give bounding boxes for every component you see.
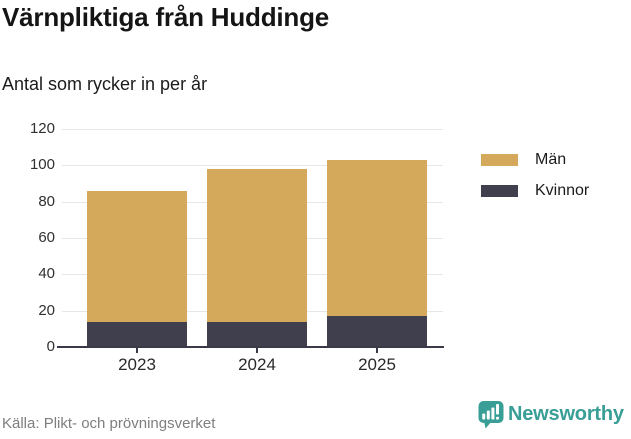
x-tick-2024 bbox=[256, 348, 258, 353]
y-gridline-120 bbox=[62, 129, 443, 130]
x-tick-label-2025: 2025 bbox=[358, 355, 396, 374]
bar-kvinnor-2024 bbox=[207, 321, 307, 347]
legend-swatch-kvinnor bbox=[481, 185, 518, 197]
x-tick-label-2023: 2023 bbox=[118, 355, 156, 374]
legend-label-män: Män bbox=[535, 151, 567, 168]
newsworthy-branding: Newsworthy bbox=[478, 400, 624, 429]
bar-kvinnor-2025 bbox=[327, 316, 427, 347]
y-tick-label-100: 100 bbox=[29, 156, 55, 174]
y-tick-label-60: 60 bbox=[38, 229, 55, 246]
bar-kvinnor-2023 bbox=[87, 321, 187, 347]
legend: Män Kvinnor bbox=[481, 151, 589, 213]
bar-män-2025 bbox=[327, 159, 427, 317]
x-tick-2023 bbox=[136, 348, 138, 353]
x-axis-line bbox=[57, 346, 444, 348]
bar-män-2024 bbox=[207, 168, 307, 322]
bar-män-2023 bbox=[87, 190, 187, 322]
x-tick-label-2024: 2024 bbox=[238, 355, 276, 374]
legend-label-kvinnor: Kvinnor bbox=[535, 182, 590, 199]
y-tick-label-80: 80 bbox=[38, 192, 55, 210]
y-tick-label-0: 0 bbox=[46, 338, 55, 355]
x-tick-2025 bbox=[376, 348, 378, 353]
y-tick-label-120: 120 bbox=[29, 120, 55, 137]
chart-subtitle: Antal som rycker in per år bbox=[2, 74, 208, 94]
legend-item-kvinnor: Kvinnor bbox=[481, 182, 589, 200]
y-gridline-100 bbox=[62, 165, 443, 167]
y-tick-label-20: 20 bbox=[38, 301, 55, 319]
chart-title: Värnpliktiga från Huddinge bbox=[2, 2, 330, 32]
newsworthy-logo-icon bbox=[478, 401, 504, 429]
legend-item-män: Män bbox=[481, 151, 589, 169]
newsworthy-logo-text: Newsworthy bbox=[508, 403, 624, 425]
legend-swatch-män bbox=[481, 154, 518, 166]
y-tick-label-40: 40 bbox=[38, 265, 55, 283]
source-attribution: Källa: Plikt- och prövningsverket bbox=[2, 415, 216, 432]
